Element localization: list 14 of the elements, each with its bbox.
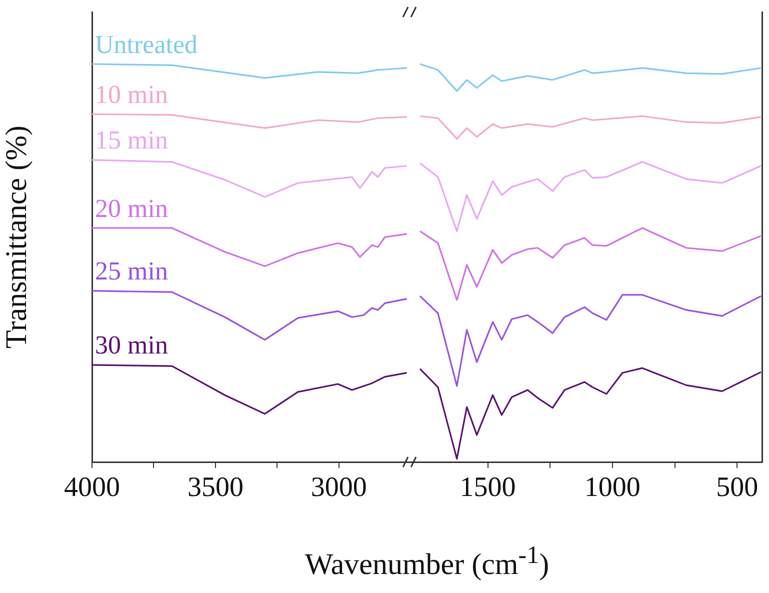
x-tick-label: 1500 — [460, 472, 516, 504]
x-axis-title: Wavenumber (cm$^{-1}$) — [304, 542, 550, 582]
x-tick-label: 3000 — [310, 472, 367, 504]
series-label: 10 min — [95, 80, 168, 109]
x-tick-label: 3500 — [187, 472, 244, 504]
series-label: Untreated — [95, 30, 198, 59]
x-tick-label: 4000 — [64, 472, 120, 504]
series-label: 25 min — [95, 256, 168, 286]
x-tick-label: 1000 — [584, 472, 640, 504]
series-label: 20 min — [95, 194, 168, 223]
y-axis-title: Transmittance (%) — [0, 125, 33, 349]
series-label: 15 min — [95, 126, 168, 155]
series-label: 30 min — [95, 330, 168, 360]
x-tick-label: 500 — [716, 472, 758, 504]
